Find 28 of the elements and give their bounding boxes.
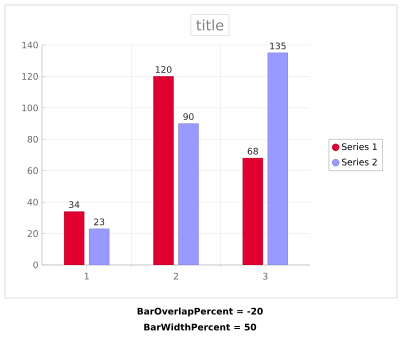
data-label: 120 <box>156 66 172 73</box>
y-tick-label: 120 <box>22 73 38 80</box>
y-tick-label: 80 <box>28 136 38 143</box>
bar <box>88 228 110 265</box>
x-tick-label: 2 <box>174 272 178 280</box>
legend-label: Series 1 <box>342 143 377 150</box>
data-label: 68 <box>248 148 258 155</box>
text: BarWidthPercent = 50 <box>144 324 256 330</box>
bar <box>64 211 84 265</box>
bar <box>178 123 199 265</box>
chart-title: title <box>196 19 224 31</box>
y-tick-label: 100 <box>22 104 38 112</box>
bar <box>153 76 174 265</box>
data-label: 135 <box>270 42 286 50</box>
y-tick-label: 60 <box>28 167 38 174</box>
x-tick-label: 1 <box>84 272 89 280</box>
x-tick-label: 3 <box>263 272 268 280</box>
y-tick-label: 140 <box>22 42 38 48</box>
y-tick-label: 20 <box>28 230 38 237</box>
data-label: 34 <box>69 201 80 208</box>
bar <box>268 52 288 265</box>
data-label: 90 <box>183 113 194 120</box>
legend-label: Series 2 <box>342 158 377 166</box>
data-label: 23 <box>94 218 104 226</box>
y-tick-label: 40 <box>27 198 38 206</box>
y-tick-label: 0 <box>33 262 38 268</box>
bar <box>242 158 264 265</box>
text: BarOverlapPercent = -20 <box>138 308 263 316</box>
